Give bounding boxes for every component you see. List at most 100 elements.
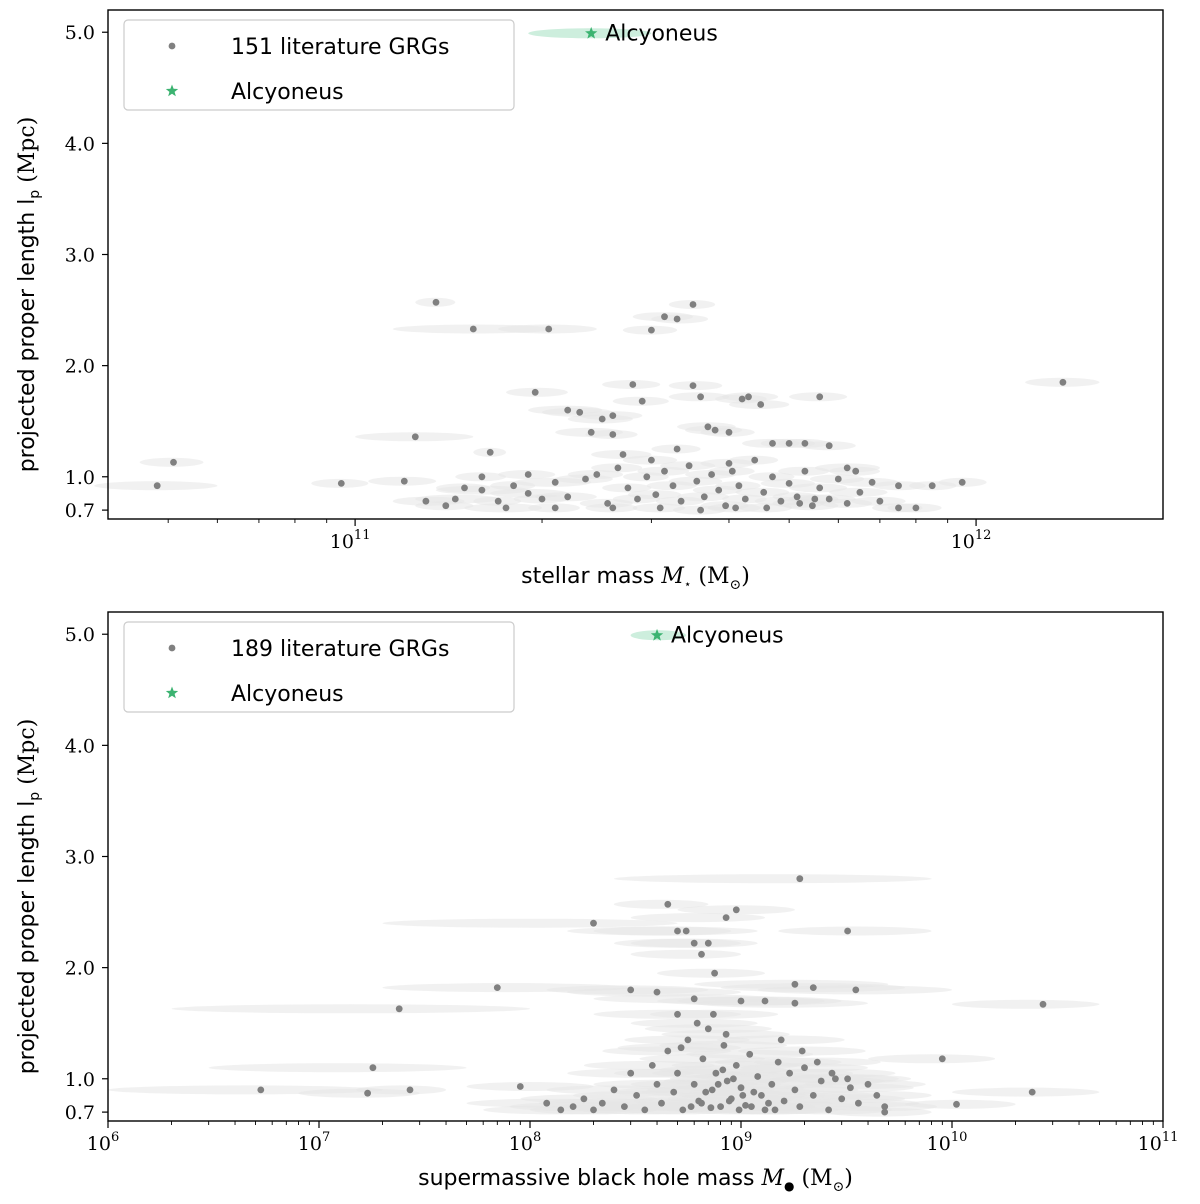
grg-point <box>690 995 698 1003</box>
grg-point <box>685 462 693 470</box>
grg-error-band <box>778 926 932 936</box>
grg-point <box>710 1010 717 1018</box>
x-tick-label: 1010 <box>927 1130 968 1155</box>
grg-point <box>722 502 729 510</box>
grg-point <box>543 1099 551 1107</box>
grg-point <box>621 1103 628 1110</box>
grg-point <box>760 488 768 496</box>
grg-point <box>516 1083 524 1090</box>
grg-point <box>609 431 617 438</box>
legend: 189 literature GRGs Alcyoneus <box>123 621 515 713</box>
grg-point <box>928 482 936 490</box>
grg-point <box>653 988 661 996</box>
grg-error-band <box>208 1063 467 1073</box>
grg-point <box>751 456 759 464</box>
grg-point <box>679 1106 687 1114</box>
grg-point <box>614 464 622 472</box>
grg-error-band <box>951 999 1100 1009</box>
grg-point <box>702 1088 710 1096</box>
grg-point <box>486 448 494 456</box>
y-tick-label: 0.7 <box>65 500 95 522</box>
grg-point <box>725 460 733 467</box>
grg-point <box>641 1106 649 1114</box>
grg-point <box>825 495 833 503</box>
grg-point <box>793 493 801 501</box>
grg-point <box>634 495 641 503</box>
grg-point <box>809 1092 817 1099</box>
grg-point <box>728 467 736 475</box>
grg-point <box>825 442 833 450</box>
grg-point <box>758 1092 765 1099</box>
y-axis-label: projected proper length lp (Mpc) <box>15 117 43 473</box>
grg-point <box>895 482 902 490</box>
grg-point <box>785 480 793 487</box>
grg-point <box>796 1103 804 1110</box>
grg-point <box>609 412 617 419</box>
grg-point <box>627 986 635 994</box>
grg-point <box>576 408 584 416</box>
grg-point <box>564 493 572 501</box>
grg-point <box>725 1097 733 1105</box>
x-tick-label: 107 <box>298 1130 330 1155</box>
grg-error-band <box>171 1004 531 1014</box>
grg-point <box>895 504 902 512</box>
grg-point <box>674 1069 681 1077</box>
grg-point <box>664 1047 672 1055</box>
legend-label: 189 literature GRGs <box>231 637 449 662</box>
grg-point <box>741 495 749 503</box>
alcyoneus-label: Alcyoneus <box>605 21 718 46</box>
grg-point <box>538 495 546 503</box>
grg-point <box>855 1099 862 1107</box>
legend-box <box>123 621 515 713</box>
grg-point <box>791 1086 799 1094</box>
grg-point <box>648 1062 656 1069</box>
grg-point <box>715 486 723 494</box>
grg-point <box>170 458 177 466</box>
grg-point <box>746 1050 754 1058</box>
grg-point <box>551 504 559 512</box>
grg-point <box>707 1104 715 1112</box>
grg-point <box>796 500 804 507</box>
grg-point <box>664 900 672 908</box>
chart-panel-1: Alcyoneus 0.7 1.0 2.0 3.0 4.0 5.0 1011 1012 stell… <box>15 9 1164 593</box>
grg-point <box>912 504 920 512</box>
grg-point <box>633 1092 640 1099</box>
grg-point <box>697 393 704 401</box>
grg-error-band <box>630 949 741 959</box>
grg-point <box>769 473 776 481</box>
grg-point <box>609 504 617 512</box>
grg-point <box>742 1102 749 1109</box>
grg-point <box>761 997 769 1005</box>
y-axis-label: projected proper length lp (Mpc) <box>15 719 43 1075</box>
grg-point <box>771 1106 779 1114</box>
y-tick-label: 5.0 <box>65 624 95 646</box>
grg-point <box>619 451 627 458</box>
grg-error-band <box>614 874 932 884</box>
grg-error-band <box>613 899 709 909</box>
grg-point <box>524 471 532 478</box>
grg-point <box>627 1069 635 1077</box>
grg-point <box>493 984 501 991</box>
grg-error-band <box>821 1102 938 1112</box>
grg-point <box>723 1077 731 1085</box>
grg-point <box>958 478 966 486</box>
chart-panel-2: Alcyoneus 0.7 1.0 2.0 3.0 4.0 5.0 106 107 108 109 1… <box>15 611 1178 1195</box>
grg-point <box>838 1095 846 1103</box>
grg-point <box>697 506 704 514</box>
grg-point <box>677 497 685 505</box>
grg-point <box>801 1064 808 1072</box>
grg-point <box>798 1047 806 1055</box>
grg-point <box>768 1080 776 1088</box>
grg-points <box>153 298 1067 514</box>
grg-point <box>524 490 532 497</box>
grg-point <box>693 477 701 485</box>
grg-point <box>769 440 776 447</box>
grg-point <box>687 1103 695 1110</box>
grg-point <box>700 493 708 501</box>
grg-point <box>732 1062 740 1069</box>
x-tick-label: 1011 <box>330 528 371 553</box>
legend-label: Alcyoneus <box>231 682 344 707</box>
grg-point <box>693 1019 701 1027</box>
grg-point <box>735 1106 743 1114</box>
